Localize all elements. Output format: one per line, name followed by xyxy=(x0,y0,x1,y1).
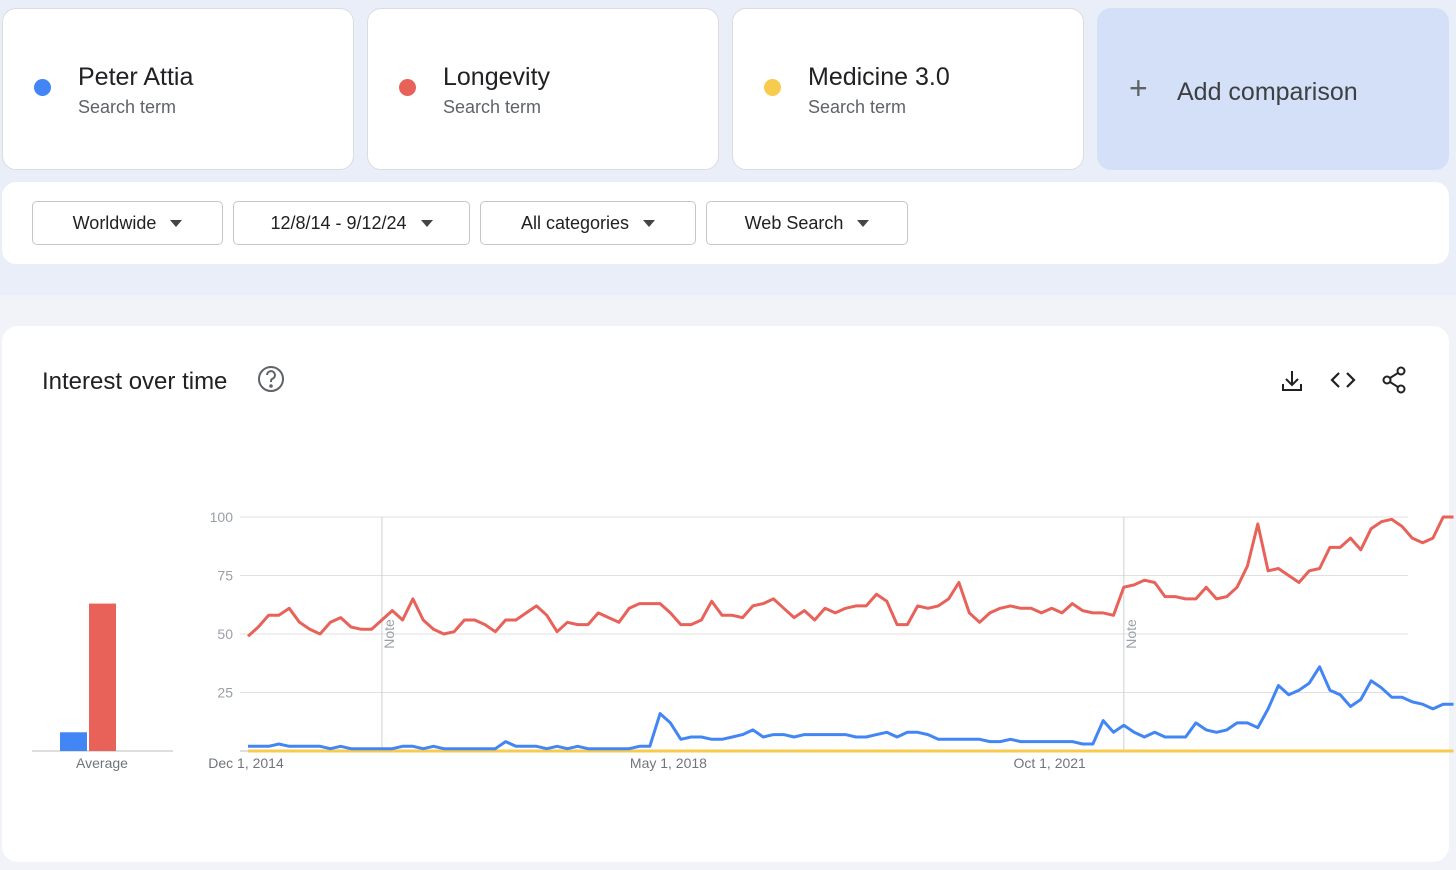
dropdown-arrow xyxy=(643,219,656,227)
term-card[interactable]: Medicine 3.0 Search term xyxy=(732,8,1084,170)
term-type: Search term xyxy=(78,97,177,117)
share-icon[interactable] xyxy=(1382,366,1406,394)
chart-panel xyxy=(2,326,1449,862)
download-icon[interactable] xyxy=(1282,371,1302,391)
filter-label: Worldwide xyxy=(72,212,157,233)
filter-label: All categories xyxy=(520,212,630,233)
dropdown-arrow xyxy=(420,219,433,227)
y-tick-label: 75 xyxy=(217,568,233,584)
filter-label: 12/8/14 - 9/12/24 xyxy=(270,212,407,233)
term-type: Search term xyxy=(808,97,907,117)
dropdown-arrow xyxy=(857,219,870,227)
filter-button[interactable]: Worldwide xyxy=(32,201,223,245)
filter-button[interactable]: 12/8/14 - 9/12/24 xyxy=(233,201,470,245)
term-card[interactable]: Peter Attia Search term xyxy=(2,8,354,170)
filter-label: Web Search xyxy=(744,212,844,233)
chart-title: Interest over time xyxy=(42,368,227,395)
average-bar xyxy=(60,732,87,751)
series-line xyxy=(248,665,1454,751)
term-dot xyxy=(764,79,781,96)
x-tick-label: Oct 1, 2021 xyxy=(1013,755,1086,771)
average-label: Average xyxy=(76,755,128,771)
term-name: Peter Attia xyxy=(78,63,194,91)
series-line xyxy=(246,515,1454,638)
help-icon[interactable] xyxy=(258,366,284,392)
term-name: Longevity xyxy=(443,63,551,91)
x-tick-label: Dec 1, 2014 xyxy=(208,755,284,771)
term-name: Medicine 3.0 xyxy=(808,63,950,91)
term-dot xyxy=(399,79,416,96)
y-tick-label: 100 xyxy=(210,509,234,525)
filter-bar: Worldwide 12/8/14 - 9/12/24 All categori… xyxy=(2,182,1449,264)
plus-icon: + xyxy=(1129,70,1148,106)
term-dot xyxy=(34,79,51,96)
add-comparison[interactable]: + Add comparison xyxy=(1097,8,1449,170)
average-bar xyxy=(89,603,116,751)
term-card[interactable]: Longevity Search term xyxy=(367,8,719,170)
term-type: Search term xyxy=(443,97,542,117)
note-label: Note xyxy=(1123,619,1139,649)
filter-button[interactable]: Web Search xyxy=(706,201,908,245)
add-label: Add comparison xyxy=(1177,78,1358,106)
note-label: Note xyxy=(381,619,397,649)
x-tick-label: May 1, 2018 xyxy=(630,755,707,771)
filter-button[interactable]: All categories xyxy=(480,201,696,245)
y-tick-label: 50 xyxy=(217,626,233,642)
embed-icon[interactable] xyxy=(1330,372,1356,388)
dropdown-arrow xyxy=(170,219,183,227)
y-tick-label: 25 xyxy=(217,685,233,701)
